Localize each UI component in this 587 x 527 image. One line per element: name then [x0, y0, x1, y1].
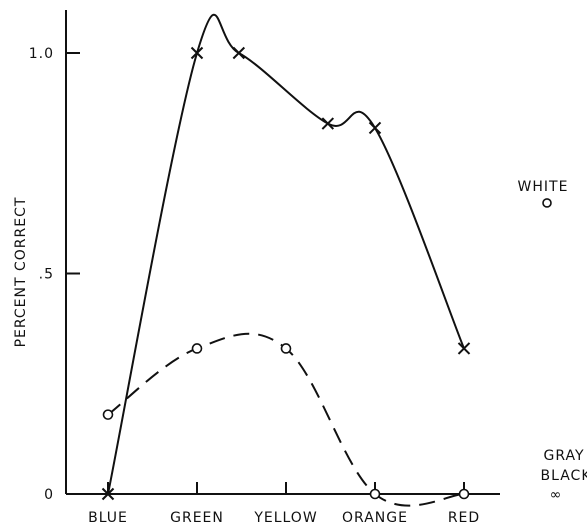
series-0-point-5: [457, 342, 471, 355]
y-ticks: 0 .5 1.0: [29, 46, 80, 503]
series-1-point-3: [369, 488, 381, 500]
series-0-point-3: [321, 117, 335, 130]
x-mark-stroke-b: [101, 487, 115, 501]
x-mark-stroke-b: [368, 121, 382, 135]
series-1-point-0: [102, 409, 114, 420]
series-0-point-2: [232, 46, 246, 60]
y-tick-label-0: 0: [44, 487, 54, 503]
annotation-white-label: WHITE: [518, 179, 569, 195]
series-1-line: [107, 332, 465, 507]
y-tick-label-2: 1.0: [29, 46, 54, 62]
series-0-line: [107, 13, 465, 495]
x-tick-label-4: RED: [448, 510, 480, 526]
annotation-white-marker: [542, 198, 552, 208]
annotations: WHITE GRAY BLACK ∞: [518, 179, 587, 503]
annotation-gray-label: GRAY: [543, 448, 584, 464]
series-lines: [107, 13, 465, 507]
y-axis-label: PERCENT CORRECT: [13, 197, 29, 348]
series-0-point-0: [101, 487, 115, 501]
series-1-point-4: [458, 488, 470, 500]
series-markers: [101, 46, 471, 501]
x-tick-label-2: YELLOW: [253, 510, 317, 526]
x-mark-stroke-b: [190, 46, 204, 60]
series-0-point-1: [190, 46, 204, 60]
series-1-point-1: [191, 343, 203, 354]
x-tick-label-0: BLUE: [88, 510, 128, 526]
series-0-point-4: [368, 121, 382, 135]
series-1-point-2: [280, 343, 292, 354]
annotation-black-marker: ∞: [550, 487, 563, 503]
annotation-black-label: BLACK: [540, 468, 587, 484]
x-tick-label-3: ORANGE: [342, 510, 408, 526]
axes: [65, 10, 500, 495]
x-tick-label-1: GREEN: [170, 510, 224, 526]
x-mark-stroke-b: [457, 342, 471, 355]
x-mark-stroke-b: [321, 117, 335, 130]
x-mark-stroke-b: [232, 46, 246, 60]
y-tick-label-1: .5: [39, 267, 54, 283]
